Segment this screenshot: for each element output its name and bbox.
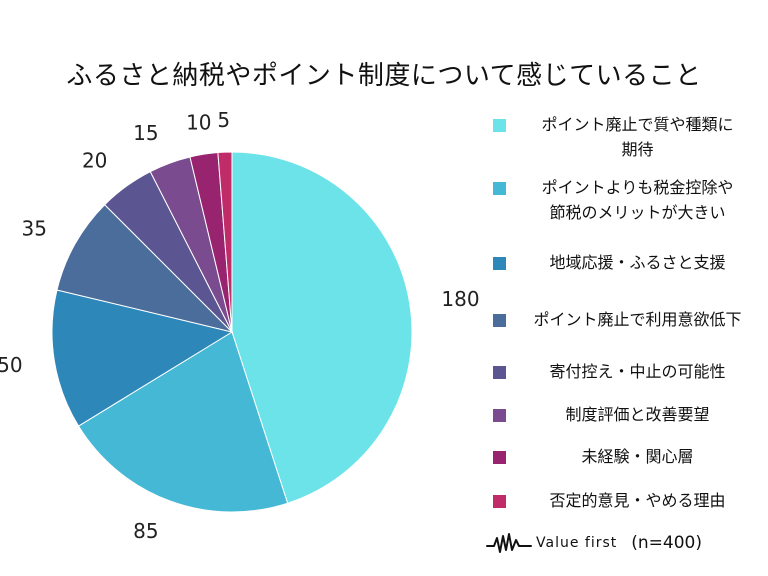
legend-label: 期待: [621, 140, 654, 159]
legend-swatch: [493, 495, 506, 508]
value-first-logo-icon: [486, 533, 532, 553]
legend-swatch: [493, 182, 506, 195]
legend-label: ポイント廃止で利用意欲低下: [533, 310, 742, 329]
legend-swatch: [493, 119, 506, 132]
slice-value-label: 50: [0, 353, 23, 377]
legend-label: 制度評価と改善要望: [565, 405, 710, 424]
sample-size: (n=400): [631, 533, 702, 553]
legend-label: 未経験・関心層: [581, 447, 694, 466]
legend-label: 寄付控え・中止の可能性: [549, 362, 726, 381]
pie-slices: [51, 151, 413, 513]
slice-value-label: 5: [217, 108, 230, 132]
pie-slice: [51, 289, 234, 427]
legend-swatch: [493, 451, 506, 464]
chart-title: ふるさと納税やポイント制度について感じていること: [66, 61, 702, 91]
legend-label: 否定的意見・やめる理由: [549, 491, 726, 510]
legend-label: ポイントよりも税金控除や: [541, 178, 734, 197]
pie-slice: [77, 331, 289, 513]
slice-value-label: 180: [441, 287, 479, 311]
brand-name: Value first: [536, 535, 618, 551]
legend-swatch: [493, 314, 506, 327]
legend-swatch: [493, 409, 506, 422]
pie-slice: [217, 151, 233, 333]
pie-slice: [231, 151, 413, 504]
legend-label: 節税のメリットが大きい: [549, 203, 726, 222]
value-labels: 180 85 50 35 20 15 10 5: [0, 108, 480, 543]
pie-slice: [56, 204, 234, 333]
slice-value-label: 35: [22, 216, 47, 240]
slice-value-label: 15: [133, 121, 158, 145]
legend-swatch: [493, 366, 506, 379]
legend-label: ポイント廃止で質や種類に: [541, 115, 734, 134]
slice-value-label: 10: [186, 111, 211, 135]
legend-label: 地域応援・ふるさと支援: [549, 253, 726, 272]
footer: Value first (n=400): [486, 528, 702, 558]
legend-swatch: [493, 257, 506, 270]
slice-value-label: 20: [82, 149, 107, 173]
slice-value-label: 85: [133, 519, 158, 543]
